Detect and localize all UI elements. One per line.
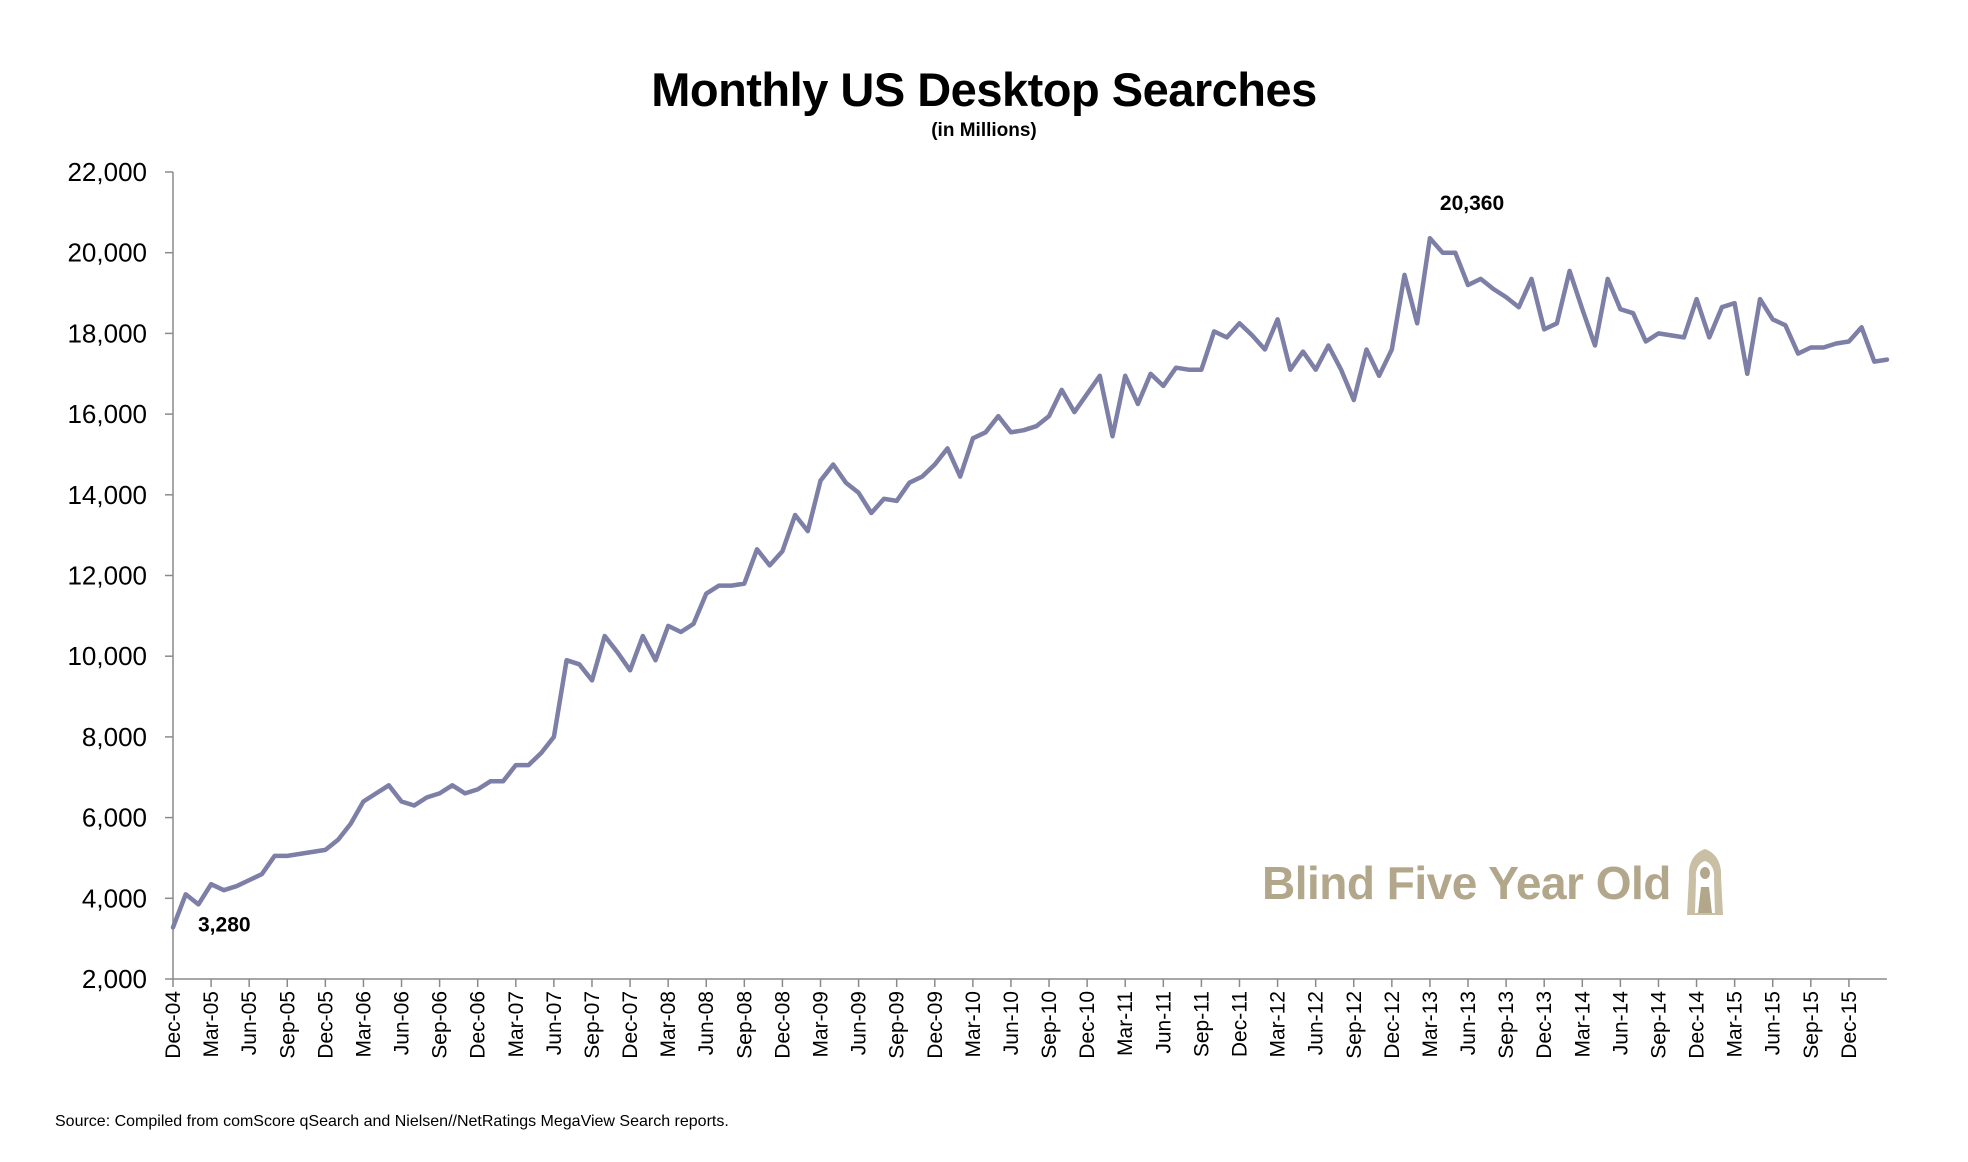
x-tick-label: Jun-15	[1762, 991, 1785, 1055]
source-note: Source: Compiled from comScore qSearch a…	[55, 1113, 729, 1130]
y-tick-label: 2,000	[82, 964, 147, 994]
x-tick-label: Mar-09	[810, 991, 833, 1058]
x-tick-label: Jun-07	[543, 991, 566, 1055]
y-tick-label: 22,000	[67, 157, 147, 187]
data-label: 3,280	[198, 913, 251, 936]
x-tick-label: Sep-05	[276, 991, 299, 1059]
data-annotations: 3,280 20,360	[198, 192, 1504, 936]
x-tick-label: Jun-06	[391, 991, 414, 1055]
y-tick-label: 16,000	[67, 399, 147, 429]
x-tick-label: Mar-08	[657, 991, 680, 1058]
x-tick-label: Jun-05	[238, 991, 261, 1055]
x-tick-label: Mar-05	[200, 991, 223, 1058]
x-tick-label: Mar-10	[962, 991, 985, 1058]
x-tick-label: Dec-04	[162, 991, 185, 1059]
series-line	[170, 235, 1890, 930]
x-tick-label: Dec-15	[1838, 991, 1861, 1059]
y-tick-label: 8,000	[82, 722, 147, 752]
x-tick-label: Sep-10	[1038, 991, 1061, 1059]
y-tick-label: 4,000	[82, 883, 147, 913]
y-tick-label: 18,000	[67, 318, 147, 348]
x-tick-label: Sep-06	[429, 991, 452, 1059]
x-tick-label: Dec-12	[1381, 991, 1404, 1059]
y-axis: 2,000 4,000 6,000 8,000 10,000 12,000 14,000 16…	[67, 157, 174, 994]
x-tick-label: Sep-11	[1190, 991, 1213, 1057]
plot-area	[170, 235, 1890, 930]
x-axis: Dec-04 Mar-05 Jun-05 Sep-05 Dec-05 Mar-06 Jun-…	[162, 978, 1887, 1059]
x-tick-label: Dec-11	[1228, 991, 1251, 1057]
x-tick-label: Dec-05	[314, 991, 337, 1059]
y-tick-label: 6,000	[82, 803, 147, 833]
x-tick-label: Mar-11	[1114, 991, 1137, 1056]
x-tick-label: Dec-13	[1533, 991, 1556, 1059]
x-tick-label: Mar-12	[1267, 991, 1290, 1058]
x-tick-label: Jun-08	[695, 991, 718, 1055]
x-tick-label: Sep-14	[1647, 991, 1670, 1059]
x-tick-label: Jun-09	[848, 991, 871, 1055]
y-tick-label: 14,000	[67, 480, 147, 510]
chart-subtitle: (in Millions)	[931, 120, 1037, 141]
watermark-text: Blind Five Year Old	[1262, 857, 1671, 909]
x-tick-label: Mar-06	[352, 991, 375, 1058]
x-tick-label: Jun-10	[1000, 991, 1023, 1055]
chart-title: Monthly US Desktop Searches	[651, 63, 1317, 116]
x-tick-label: Jun-11	[1152, 991, 1175, 1054]
x-tick-label: Mar-14	[1571, 991, 1594, 1058]
x-tick-label: Sep-08	[733, 991, 756, 1059]
x-tick-label: Jun-14	[1609, 991, 1632, 1056]
hooded-figure-logo-icon	[1686, 849, 1723, 915]
y-tick-label: 10,000	[67, 641, 147, 671]
x-tick-label: Dec-14	[1686, 991, 1709, 1059]
x-tick-label: Jun-13	[1457, 991, 1480, 1055]
x-tick-label: Mar-15	[1724, 991, 1747, 1058]
x-tick-label: Mar-07	[505, 991, 528, 1058]
x-tick-label: Dec-10	[1076, 991, 1099, 1059]
x-tick-label: Sep-13	[1495, 991, 1518, 1059]
x-tick-label: Mar-13	[1419, 991, 1442, 1058]
x-tick-label: Dec-08	[771, 991, 794, 1059]
x-tick-label: Sep-15	[1800, 991, 1823, 1059]
x-tick-label: Dec-07	[619, 991, 642, 1059]
watermark: Blind Five Year Old	[1262, 843, 1727, 923]
x-tick-label: Dec-09	[924, 991, 947, 1059]
y-tick-label: 20,000	[67, 238, 147, 268]
x-tick-label: Jun-12	[1305, 991, 1328, 1055]
x-tick-label: Dec-06	[467, 991, 490, 1059]
y-tick-label: 12,000	[67, 561, 147, 591]
data-label: 20,360	[1440, 192, 1504, 215]
x-tick-label: Sep-12	[1343, 991, 1366, 1059]
x-tick-label: Sep-09	[886, 991, 909, 1059]
x-tick-label: Sep-07	[581, 991, 604, 1059]
